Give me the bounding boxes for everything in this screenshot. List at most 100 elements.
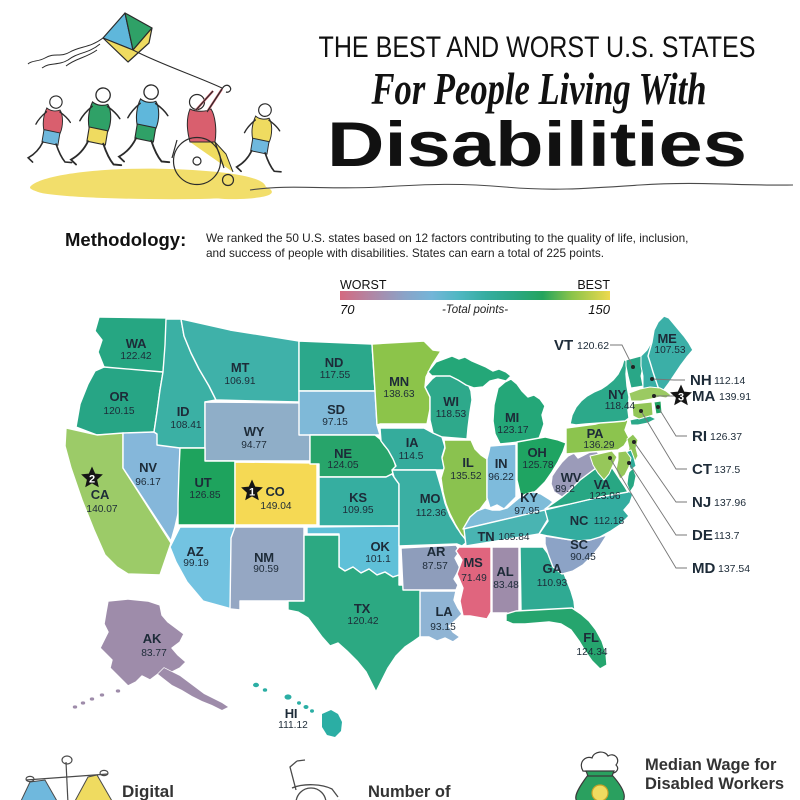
svg-text:LA: LA [436,604,454,619]
svg-text:SD: SD [327,402,345,417]
svg-text:Methodology:: Methodology: [65,229,186,250]
svg-text:101.1: 101.1 [365,554,391,565]
svg-text:120.42: 120.42 [347,616,378,627]
svg-text:NE: NE [334,446,352,461]
svg-text:MI: MI [505,410,519,425]
svg-text:and success of people with dis: and success of people with disabilities.… [206,246,604,260]
svg-text:107.53: 107.53 [654,345,685,356]
svg-text:For People Living With: For People Living With [371,63,707,114]
svg-text:FL: FL [583,630,599,645]
svg-text:AL: AL [497,564,514,579]
svg-text:Median Wage for: Median Wage for [645,756,777,774]
svg-text:97.95: 97.95 [514,506,540,517]
svg-text:NM: NM [254,550,274,565]
svg-text:96.22: 96.22 [488,472,514,483]
svg-text:93.15: 93.15 [430,622,456,633]
svg-text:AK: AK [143,631,162,646]
svg-text:125.78: 125.78 [522,460,553,471]
svg-text:IL: IL [462,455,473,470]
svg-text:3: 3 [678,392,684,404]
svg-text:124.05: 124.05 [327,460,358,471]
svg-text:87.57: 87.57 [422,561,448,572]
svg-text:IA: IA [406,435,419,450]
svg-text:105.84: 105.84 [498,532,529,543]
svg-text:149.04: 149.04 [260,501,291,512]
svg-text:123.06: 123.06 [589,491,620,502]
svg-text:AR: AR [427,544,446,559]
svg-text:Disabled Workers: Disabled Workers [645,775,784,793]
svg-text:140.07: 140.07 [86,504,117,515]
svg-text:IN: IN [495,456,508,471]
svg-text:PA: PA [587,426,605,441]
svg-text:KY: KY [520,490,538,505]
svg-text:MA: MA [692,388,715,405]
svg-text:ID: ID [177,404,190,419]
svg-text:114.5: 114.5 [399,451,424,462]
svg-text:AZ: AZ [187,544,204,559]
svg-text:GA: GA [542,561,562,576]
svg-text:136.29: 136.29 [583,440,614,451]
svg-text:UT: UT [195,475,212,490]
svg-text:126.37: 126.37 [710,431,742,443]
svg-text:70: 70 [340,302,355,317]
svg-text:111.12: 111.12 [278,720,308,731]
svg-text:We ranked the 50 U.S. states b: We ranked the 50 U.S. states based on 12… [206,231,688,245]
svg-text:99.19: 99.19 [183,558,209,569]
svg-text:HI: HI [285,706,298,721]
svg-text:TN: TN [478,529,495,544]
svg-text:138.63: 138.63 [383,389,414,400]
svg-text:106.91: 106.91 [224,376,255,387]
svg-text:117.55: 117.55 [320,370,351,381]
svg-text:NJ: NJ [692,494,711,511]
svg-text:MN: MN [389,374,409,389]
svg-text:Digital: Digital [122,782,174,800]
svg-text:-Total points-: -Total points- [442,304,508,316]
svg-text:118.53: 118.53 [436,409,467,420]
svg-text:WY: WY [244,424,265,439]
svg-text:NC: NC [570,513,589,528]
svg-text:TX: TX [354,601,371,616]
svg-text:97.15: 97.15 [322,417,348,428]
svg-text:MT: MT [231,360,250,375]
svg-text:113.7: 113.7 [714,530,740,542]
svg-text:MD: MD [692,560,715,577]
svg-text:90.59: 90.59 [253,564,279,575]
svg-text:90.45: 90.45 [570,552,596,563]
svg-text:112.36: 112.36 [416,508,447,519]
svg-text:108.41: 108.41 [170,420,201,431]
svg-text:1: 1 [249,487,255,499]
svg-text:CT: CT [692,461,712,478]
svg-text:KS: KS [349,490,367,505]
svg-text:137.5: 137.5 [714,464,740,476]
svg-text:CO: CO [265,484,284,499]
svg-text:MS: MS [463,555,483,570]
svg-text:MO: MO [420,491,441,506]
svg-text:SC: SC [570,537,588,552]
svg-text:120.15: 120.15 [103,406,134,417]
svg-text:NY: NY [608,387,626,402]
svg-text:2: 2 [89,474,95,486]
svg-text:OK: OK [370,539,390,554]
svg-text:THE BEST AND WORST U.S. STATES: THE BEST AND WORST U.S. STATES [319,31,756,64]
svg-text:118.44: 118.44 [605,401,636,412]
svg-text:150: 150 [588,302,610,317]
svg-text:NV: NV [139,460,157,475]
svg-text:123.17: 123.17 [497,425,528,436]
svg-text:126.85: 126.85 [189,490,220,501]
svg-text:83.48: 83.48 [493,580,519,591]
svg-text:OH: OH [527,445,546,460]
svg-text:124.34: 124.34 [576,647,607,658]
svg-text:139.91: 139.91 [719,391,751,403]
svg-text:VT: VT [554,337,573,354]
svg-text:83.77: 83.77 [141,648,167,659]
svg-text:135.52: 135.52 [450,471,481,482]
svg-text:CA: CA [91,487,110,502]
svg-text:WV: WV [561,470,582,485]
svg-text:112.18: 112.18 [594,516,625,527]
svg-text:VA: VA [594,477,612,492]
svg-text:71.49: 71.49 [461,573,487,584]
svg-text:96.17: 96.17 [135,477,161,488]
svg-text:120.62: 120.62 [577,340,609,352]
svg-text:Disabilities: Disabilities [327,110,747,180]
svg-text:89.2: 89.2 [555,484,575,495]
